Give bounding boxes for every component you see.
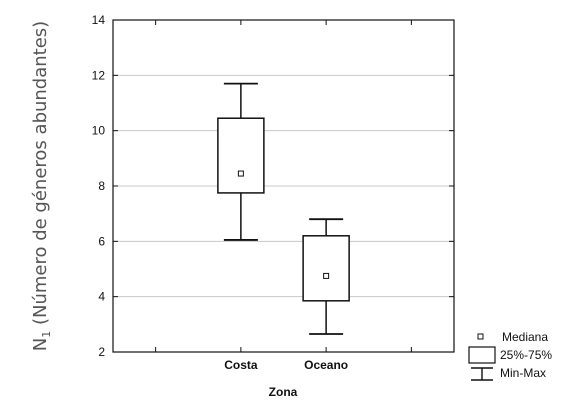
grid-lines bbox=[113, 74, 454, 298]
iqr-box bbox=[217, 117, 265, 194]
legend-median-label: Mediana bbox=[502, 330, 548, 344]
x-axis-label: Zona bbox=[269, 385, 298, 399]
x-category-label: Costa bbox=[224, 358, 258, 372]
boxes bbox=[217, 82, 350, 335]
median-marker bbox=[237, 170, 244, 177]
y-tick-label: 8 bbox=[98, 179, 105, 193]
box-oceano bbox=[302, 218, 350, 335]
box-costa bbox=[217, 82, 265, 241]
y-axis: 2 4 6 8 10 12 14 bbox=[92, 13, 454, 359]
y-axis-label: N1 (Número de géneros abundantes) bbox=[30, 21, 53, 351]
x-category-label: Oceano bbox=[304, 358, 348, 372]
y-tick-label: 14 bbox=[92, 13, 106, 27]
y-tick-label: 4 bbox=[98, 290, 105, 304]
legend-whisker-marker bbox=[471, 367, 493, 381]
median-marker bbox=[323, 272, 330, 279]
y-tick-label: 10 bbox=[92, 124, 106, 138]
y-tick-label: 2 bbox=[98, 345, 105, 359]
legend-whisker-label: Min-Max bbox=[500, 366, 546, 380]
legend: Mediana 25%-75% Min-Max bbox=[468, 330, 552, 381]
legend-median-marker bbox=[477, 333, 484, 340]
y-tick-label: 6 bbox=[98, 234, 105, 248]
legend-box-label: 25%-75% bbox=[500, 348, 552, 362]
y-tick-label: 12 bbox=[92, 68, 106, 82]
legend-box-marker bbox=[468, 346, 496, 364]
iqr-box bbox=[302, 235, 350, 302]
x-axis: Costa Oceano bbox=[155, 20, 412, 372]
